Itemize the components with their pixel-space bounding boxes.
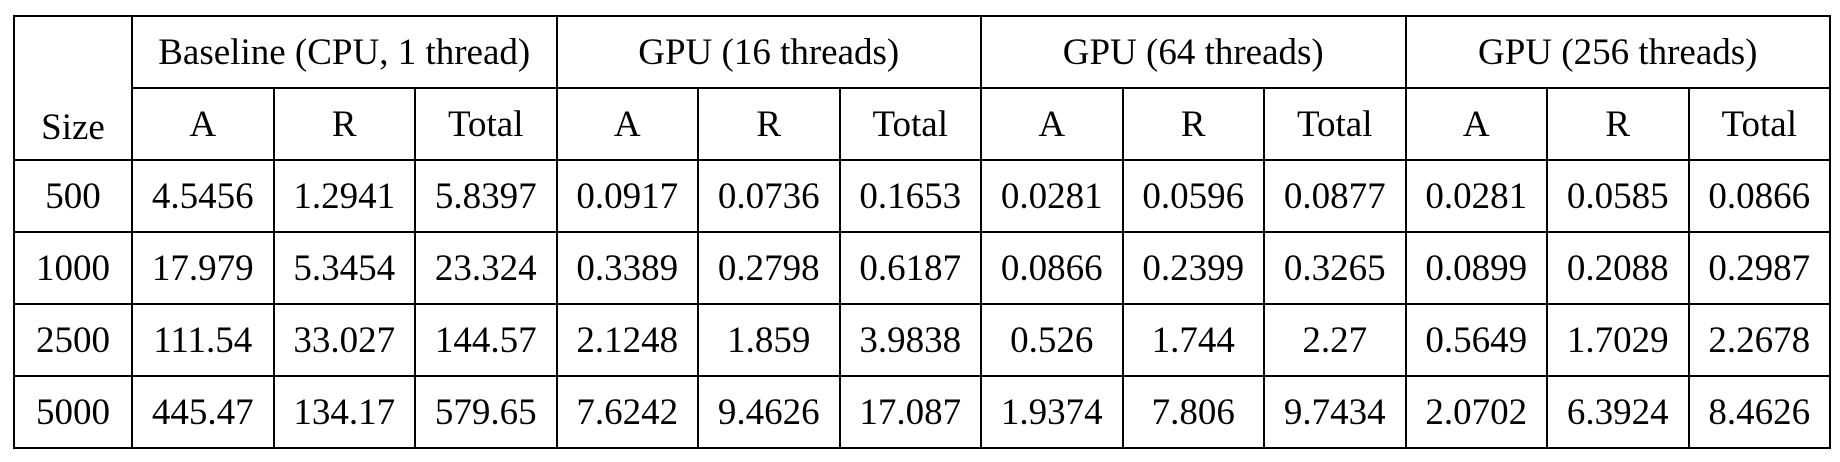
subheader-a: A	[980, 87, 1124, 161]
table-row: 2500 111.54 33.027 144.57 2.1248 1.859 3…	[13, 303, 1831, 377]
table-cell: 7.806	[1121, 375, 1265, 449]
table-cell: 33.027	[272, 303, 416, 377]
table-cell: 3.9838	[838, 303, 982, 377]
size-cell: 5000	[13, 375, 133, 449]
table-cell: 0.2798	[697, 231, 841, 305]
size-cell: 2500	[13, 303, 133, 377]
table-cell: 0.1653	[838, 159, 982, 233]
table-cell: 8.4626	[1687, 375, 1831, 449]
subheader-total: Total	[414, 87, 558, 161]
table-cell: 9.4626	[697, 375, 841, 449]
size-cell: 1000	[13, 231, 133, 305]
subheader-r: R	[1546, 87, 1690, 161]
table-cell: 1.2941	[272, 159, 416, 233]
table-cell: 5.3454	[272, 231, 416, 305]
table-cell: 111.54	[131, 303, 275, 377]
table-cell: 1.9374	[980, 375, 1124, 449]
table-row: 5000 445.47 134.17 579.65 7.6242 9.4626 …	[13, 375, 1831, 449]
table-cell: 0.0281	[980, 159, 1124, 233]
subheader-r: R	[272, 87, 416, 161]
table-cell: 2.1248	[555, 303, 699, 377]
table-cell: 0.3265	[1263, 231, 1407, 305]
size-cell: 500	[13, 159, 133, 233]
subheader-r: R	[697, 87, 841, 161]
subheader-total: Total	[838, 87, 982, 161]
group-header-baseline: Baseline (CPU, 1 thread)	[131, 15, 558, 89]
table-row: 1000 17.979 5.3454 23.324 0.3389 0.2798 …	[13, 231, 1831, 305]
table-cell: 0.0877	[1263, 159, 1407, 233]
table-cell: 0.0585	[1546, 159, 1690, 233]
table-cell: 1.7029	[1546, 303, 1690, 377]
table-cell: 579.65	[414, 375, 558, 449]
subheader-a: A	[131, 87, 275, 161]
table-cell: 2.27	[1263, 303, 1407, 377]
subheader-r: R	[1121, 87, 1265, 161]
table-cell: 0.0917	[555, 159, 699, 233]
subheader-total: Total	[1263, 87, 1407, 161]
group-header-row: Size Baseline (CPU, 1 thread) GPU (16 th…	[13, 15, 1831, 161]
table-cell: 0.526	[980, 303, 1124, 377]
group-header-gpu-16: GPU (16 threads)	[555, 15, 982, 89]
table-cell: 9.7434	[1263, 375, 1407, 449]
table-cell: 17.087	[838, 375, 982, 449]
performance-table: Size Baseline (CPU, 1 thread) GPU (16 th…	[13, 15, 1831, 449]
table-cell: 1.859	[697, 303, 841, 377]
table-cell: 144.57	[414, 303, 558, 377]
subheader-a: A	[555, 87, 699, 161]
group-header-gpu-64: GPU (64 threads)	[980, 15, 1407, 89]
table-cell: 0.2987	[1687, 231, 1831, 305]
table-cell: 445.47	[131, 375, 275, 449]
table-cell: 0.6187	[838, 231, 982, 305]
table-cell: 0.3389	[555, 231, 699, 305]
size-header: Size	[13, 15, 133, 161]
table-cell: 2.2678	[1687, 303, 1831, 377]
table-cell: 0.0899	[1404, 231, 1548, 305]
table-cell: 2.0702	[1404, 375, 1548, 449]
table-cell: 134.17	[272, 375, 416, 449]
table-cell: 0.0736	[697, 159, 841, 233]
table-cell: 6.3924	[1546, 375, 1690, 449]
subheader-a: A	[1404, 87, 1548, 161]
table-cell: 17.979	[131, 231, 275, 305]
table-cell: 7.6242	[555, 375, 699, 449]
sub-header-row: A R Total A R Total A R Total A R Total	[14, 87, 1831, 161]
table-cell: 0.2399	[1121, 231, 1265, 305]
table-cell: 0.2088	[1546, 231, 1690, 305]
table-cell: 0.5649	[1404, 303, 1548, 377]
subheader-total: Total	[1687, 87, 1831, 161]
table-cell: 0.0866	[980, 231, 1124, 305]
table-cell: 0.0281	[1404, 159, 1548, 233]
group-header-gpu-256: GPU (256 threads)	[1404, 15, 1831, 89]
table-row: 500 4.5456 1.2941 5.8397 0.0917 0.0736 0…	[13, 159, 1831, 233]
table-cell: 0.0596	[1121, 159, 1265, 233]
table-cell: 5.8397	[414, 159, 558, 233]
table-cell: 0.0866	[1687, 159, 1831, 233]
table-cell: 23.324	[414, 231, 558, 305]
results-table-container: Size Baseline (CPU, 1 thread) GPU (16 th…	[13, 15, 1831, 449]
table-cell: 1.744	[1121, 303, 1265, 377]
table-cell: 4.5456	[131, 159, 275, 233]
